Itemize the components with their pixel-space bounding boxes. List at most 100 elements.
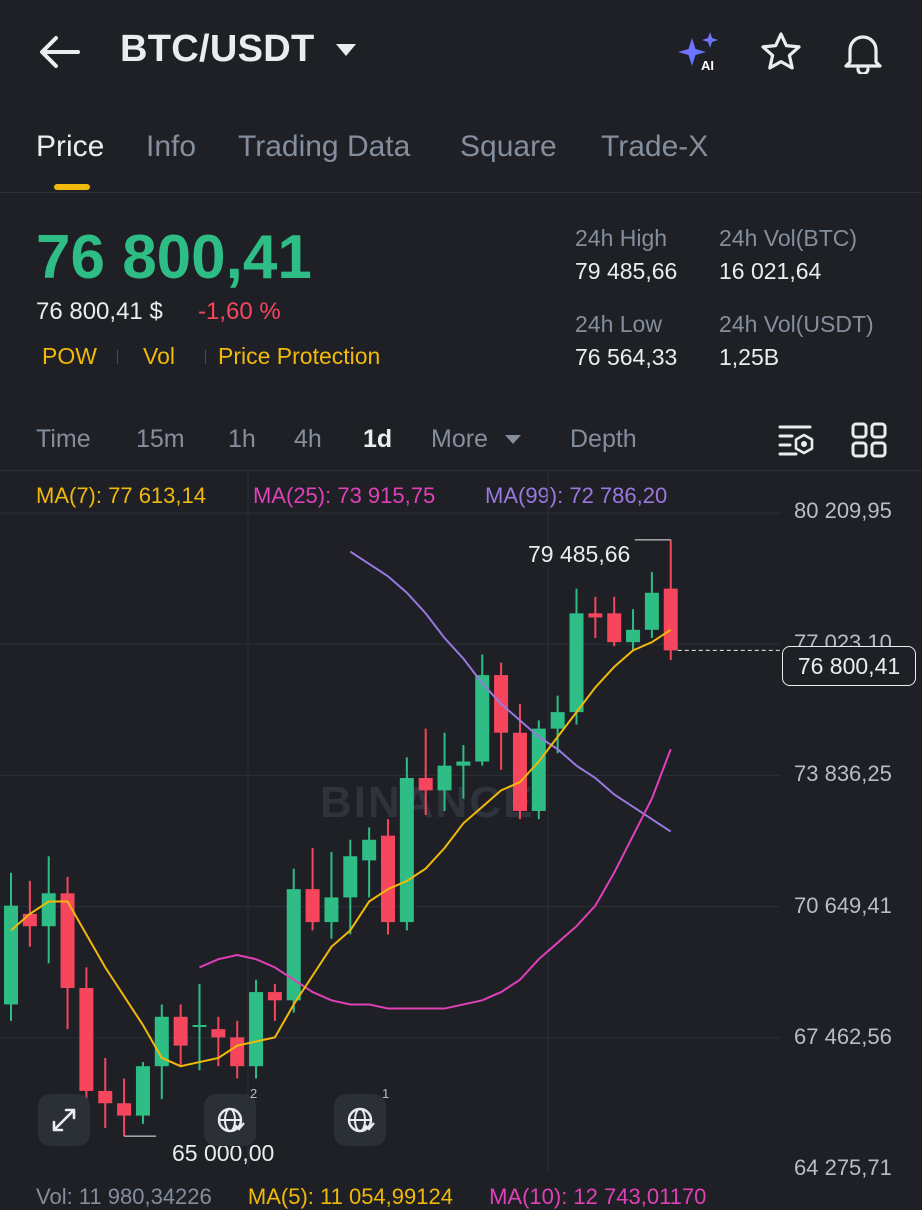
interval-1d[interactable]: 1d: [363, 425, 393, 453]
tag-separator: [117, 350, 118, 364]
tab-square[interactable]: Square: [460, 130, 557, 163]
stat-24h-low-value: 76 564,33: [575, 344, 678, 370]
high-price-marker: 79 485,66: [528, 541, 631, 567]
globe-chart-icon: [217, 1107, 245, 1133]
candle-body: [381, 835, 395, 923]
candle-body: [437, 765, 452, 791]
y-axis-tick: 67 462,56: [794, 1024, 892, 1049]
stat-24h-high-label: 24h High: [575, 225, 668, 251]
candle-body: [550, 712, 565, 729]
expand-icon: [52, 1108, 76, 1132]
ma99-line: [349, 550, 672, 833]
fullscreen-button[interactable]: [38, 1094, 90, 1146]
interval-depth[interactable]: Depth: [570, 425, 637, 453]
interval-15m[interactable]: 15m: [136, 425, 185, 453]
interval-more[interactable]: More: [431, 425, 488, 453]
candle-body: [22, 913, 37, 927]
candle-body: [60, 893, 75, 988]
candle-body: [173, 1016, 188, 1046]
candle-body: [456, 761, 471, 766]
tab-trade-x[interactable]: Trade-X: [601, 130, 709, 163]
candle-body: [267, 992, 282, 1001]
current-price-marker: 76 800,41: [782, 646, 916, 686]
stat-24h-vol-btc-value: 16 021,64: [719, 258, 822, 284]
stat-24h-low-label: 24h Low: [575, 311, 662, 337]
ma7-legend: MA(7): 77 613,14: [36, 483, 206, 508]
candle-body: [230, 1037, 245, 1067]
tab-trading-data[interactable]: Trading Data: [238, 130, 411, 163]
candle-body: [607, 613, 622, 643]
more-caret-icon[interactable]: [505, 435, 521, 444]
candle-body: [475, 675, 490, 762]
candle-body: [135, 1066, 150, 1116]
interval-time[interactable]: Time: [36, 425, 91, 453]
candle-body: [249, 992, 264, 1067]
globe-button-2[interactable]: [334, 1094, 386, 1146]
volume-legend: Vol: 11 980,34226 MA(5): 11 054,99124 MA…: [36, 1184, 706, 1210]
tag-vol[interactable]: Vol: [143, 343, 175, 369]
tag-pow[interactable]: POW: [42, 343, 97, 369]
candle-body: [4, 905, 18, 1005]
favorite-star-icon[interactable]: [760, 31, 802, 73]
candle-body: [286, 889, 301, 1001]
y-axis-tick: 80 209,95: [794, 498, 892, 523]
interval-4h[interactable]: 4h: [294, 425, 322, 453]
notification-bell-icon[interactable]: [842, 30, 884, 74]
interval-1h[interactable]: 1h: [228, 425, 256, 453]
tab-price[interactable]: Price: [36, 130, 105, 163]
stat-24h-vol-usdt-label: 24h Vol(USDT): [719, 311, 874, 337]
usd-price: 76 800,41 $: [36, 298, 163, 325]
ma25-line: [199, 748, 672, 1010]
candle-body: [343, 856, 358, 898]
pair-title[interactable]: BTC/USDT: [120, 28, 315, 70]
volume-ma5: MA(5): 11 054,99124: [247, 1184, 453, 1209]
stat-24h-vol-usdt-value: 1,25B: [719, 344, 780, 370]
candle-body: [79, 987, 94, 1091]
ai-label: AI: [701, 58, 714, 73]
candle-body: [192, 1025, 207, 1028]
chart-top-divider: [0, 470, 922, 471]
candle-body: [41, 893, 56, 927]
y-axis-tick: 64 275,71: [794, 1155, 892, 1180]
candle-body: [117, 1103, 132, 1116]
grid-layout-icon[interactable]: [850, 421, 888, 459]
candle-body: [305, 889, 320, 923]
volume-ma10: MA(10): 12 743,01170: [489, 1184, 707, 1209]
indicator-settings-icon[interactable]: [778, 421, 816, 459]
ai-sparkle-icon[interactable]: AI: [674, 30, 724, 74]
candle-body: [531, 728, 546, 811]
globe-badge-count: 2: [250, 1086, 258, 1101]
candle-body: [211, 1029, 226, 1038]
stat-24h-high-value: 79 485,66: [575, 258, 678, 284]
candle-body: [588, 613, 603, 618]
y-axis-tick: 70 649,41: [794, 893, 892, 918]
ma7-line: [10, 628, 672, 1068]
last-price: 76 800,41: [36, 223, 312, 292]
candle-body: [418, 778, 433, 791]
tag-price-protection[interactable]: Price Protection: [218, 343, 381, 369]
ma99-legend: MA(99): 72 786,20: [485, 483, 668, 508]
active-tab-indicator: [54, 184, 90, 190]
candle-body: [512, 732, 527, 811]
globe-chart-icon: [347, 1107, 375, 1133]
globe-badge-count: 1: [382, 1086, 390, 1101]
ma25-legend: MA(25): 73 915,75: [253, 483, 436, 508]
tag-separator: [205, 350, 206, 364]
stat-24h-vol-btc-label: 24h Vol(BTC): [719, 225, 858, 251]
tabs-divider: [0, 192, 922, 193]
y-axis-tick: 73 836,25: [794, 761, 892, 786]
tab-info[interactable]: Info: [146, 130, 197, 163]
globe-button-1[interactable]: [204, 1094, 256, 1146]
candle-body: [98, 1090, 113, 1104]
candlestick-chart[interactable]: [0, 471, 780, 1171]
candle-body: [569, 613, 584, 713]
pair-dropdown-caret-icon[interactable]: [336, 44, 356, 56]
candle-body: [362, 839, 377, 861]
candle-body: [399, 778, 414, 923]
price-change-percent: -1,60 %: [198, 298, 281, 325]
candle-body: [324, 897, 339, 923]
candle-body: [626, 629, 641, 643]
back-arrow-icon[interactable]: [38, 34, 82, 70]
volume-value: Vol: 11 980,34226: [36, 1184, 212, 1209]
candle-body: [663, 588, 678, 651]
